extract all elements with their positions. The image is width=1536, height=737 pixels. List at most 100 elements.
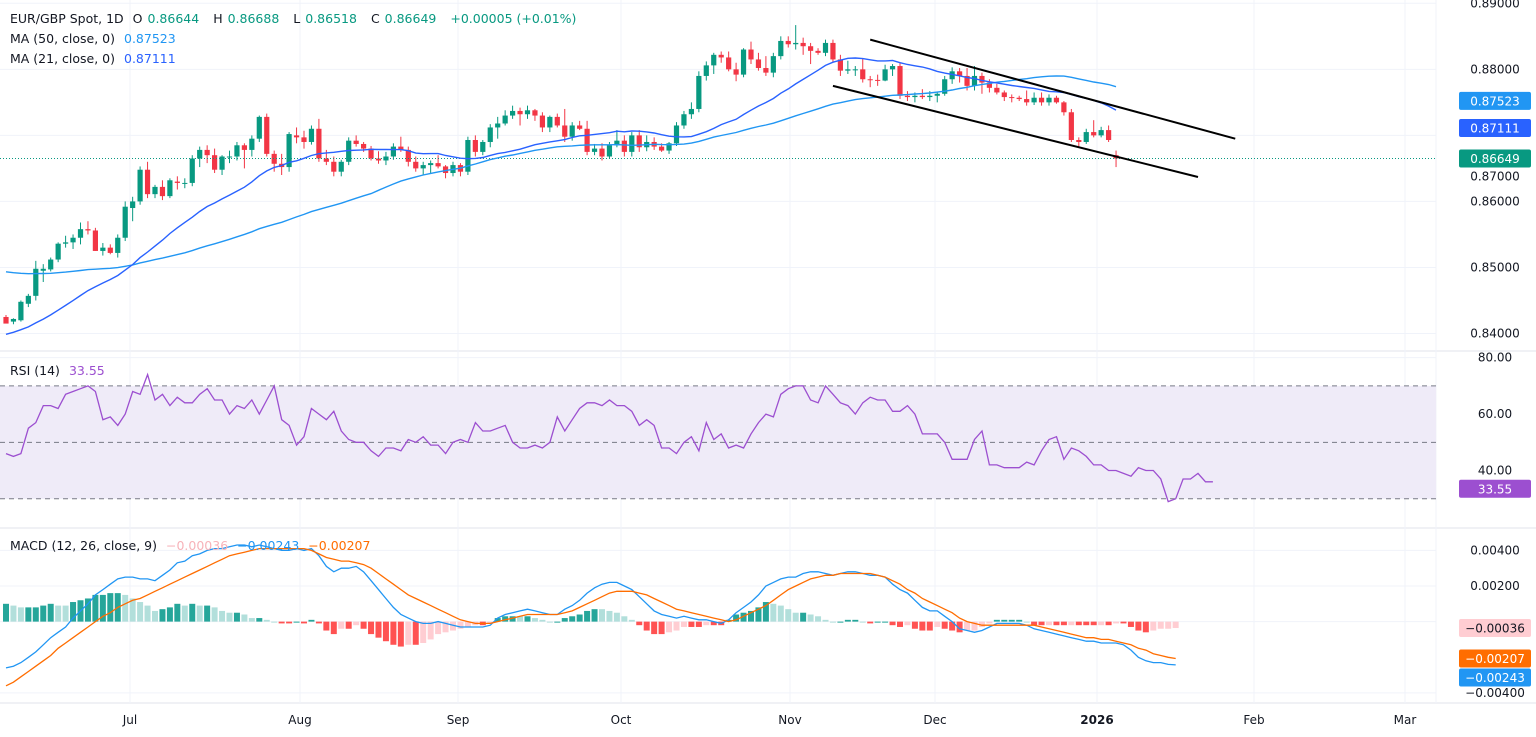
macd-histogram-bar [152, 610, 158, 622]
price-change: +0.00005 (+0.01%) [450, 11, 577, 26]
macd-histogram-bar [435, 621, 442, 635]
ma50-price-tag: 0.87523 [1470, 94, 1520, 108]
candle-up [547, 116, 553, 128]
macd-histogram-bar [859, 621, 866, 623]
macd-histogram-bar [457, 621, 464, 629]
candle-down [904, 95, 911, 98]
ohlc-close-label: C [370, 11, 380, 26]
macd-histogram-bar [107, 593, 114, 622]
candle-up [487, 127, 493, 142]
candle-up [569, 125, 575, 137]
macd-histogram-bar [271, 621, 278, 623]
macd-value-tag-bg [1459, 668, 1531, 687]
macd-histogram-bar [293, 621, 300, 623]
macd-histogram-bar [263, 619, 270, 622]
macd-histogram-bar [606, 610, 613, 622]
macd-histogram-bar [40, 605, 47, 622]
macd-histogram-bar [971, 621, 978, 631]
candle-up [822, 42, 829, 53]
candle-up [949, 71, 955, 80]
candle-down [442, 166, 449, 174]
ma50-legend[interactable]: MA (50, close, 0) 0.87523 [10, 30, 181, 47]
candle-down [800, 42, 806, 47]
candle-up [420, 165, 426, 169]
candle-up [524, 110, 531, 115]
macd-value-tag: −0.00243 [1465, 671, 1525, 685]
macd-histogram-bar [993, 619, 1000, 622]
macd-histogram-bar [815, 616, 822, 622]
candle-down [413, 161, 419, 169]
macd-histogram-bar [539, 619, 546, 622]
macd-tick-label: 0.00200 [1470, 579, 1520, 593]
ma21-value: 0.87111 [124, 51, 176, 66]
candle-down [599, 148, 605, 157]
macd-histogram-bar [986, 621, 993, 624]
candle-up [137, 169, 143, 202]
macd-histogram-bar [792, 612, 799, 622]
ma21-price-tag: 0.87111 [1470, 122, 1520, 136]
candle-up [696, 75, 702, 109]
macd-histogram-bar [599, 609, 605, 622]
ohlc-open-label: O [132, 11, 143, 26]
rsi-band-fill [0, 385, 1436, 499]
macd-histogram-bar [211, 607, 218, 622]
macd-histogram-tag-bg [1459, 619, 1531, 638]
candle-down [1068, 112, 1074, 140]
macd-histogram-bar [315, 621, 322, 624]
macd-histogram-bar [397, 621, 404, 647]
macd-legend[interactable]: MACD (12, 26, close, 9) −0.00036 −0.0024… [10, 537, 375, 554]
candle-up [338, 161, 344, 172]
macd-histogram-bar [517, 616, 524, 622]
price-tick-label: 0.88000 [1470, 62, 1520, 76]
ohlc-close: C 0.86649 [371, 11, 441, 26]
macd-histogram-bar [807, 614, 814, 622]
symbol-legend[interactable]: EUR/GBP Spot, 1D O 0.86644 H 0.86688 L 0.86… [10, 10, 581, 27]
macd-histogram-bar [353, 621, 360, 626]
candle-up [465, 140, 471, 172]
macd-histogram-bar [829, 621, 836, 623]
ma21-legend[interactable]: MA (21, close, 0) 0.87111 [10, 50, 181, 67]
candle-up [182, 182, 188, 184]
macd-histogram-bar [1165, 621, 1172, 629]
macd-histogram-bar [181, 605, 188, 622]
candle-up [480, 141, 486, 152]
candle-down [577, 125, 583, 129]
candle-down [405, 149, 411, 162]
macd-histogram-bar [628, 619, 635, 622]
rsi-label: RSI (14) [10, 363, 60, 378]
candle-up [234, 145, 240, 157]
time-tick-label: Aug [288, 713, 311, 727]
candle-up [390, 146, 396, 157]
candle-down [621, 140, 627, 152]
macd-histogram-bar [531, 618, 538, 622]
ma50-line [5, 75, 1117, 275]
macd-histogram-bar [1105, 621, 1112, 626]
macd-histogram-bar [248, 618, 255, 622]
candle-down [1001, 92, 1007, 98]
candle-down [1009, 97, 1015, 99]
macd-histogram-bar [1016, 619, 1023, 622]
macd-histogram-bar [10, 605, 17, 622]
candle-up [33, 268, 39, 296]
macd-hist-value: −0.00036 [165, 538, 229, 553]
candle-up [308, 128, 315, 142]
macd-histogram-bar [375, 621, 382, 638]
macd-histogram-bar [703, 621, 710, 626]
channel-upper-trendline[interactable] [869, 38, 1236, 140]
channel-trendlines[interactable] [832, 38, 1236, 178]
price-axes[interactable]: Jul Aug Sep Oct Nov Dec 2026 Feb Mar 0.89000 0.880… [122, 0, 1525, 727]
candle-up [167, 180, 173, 197]
macd-histogram-bar [129, 598, 136, 622]
rsi-value: 33.55 [68, 363, 105, 378]
candle-down [323, 158, 329, 162]
ohlc-low-value: 0.86518 [305, 11, 357, 26]
macd-signal-tag: −0.00207 [1465, 652, 1525, 666]
ohlc-low-label: L [293, 11, 301, 26]
macd-histogram-bar [1157, 621, 1164, 629]
channel-lower-trendline[interactable] [832, 84, 1199, 178]
macd-histogram-bar [956, 621, 963, 633]
rsi-legend[interactable]: RSI (14) 33.55 [10, 362, 110, 379]
candle-down [554, 116, 560, 126]
macd-histogram-bar [62, 605, 69, 622]
